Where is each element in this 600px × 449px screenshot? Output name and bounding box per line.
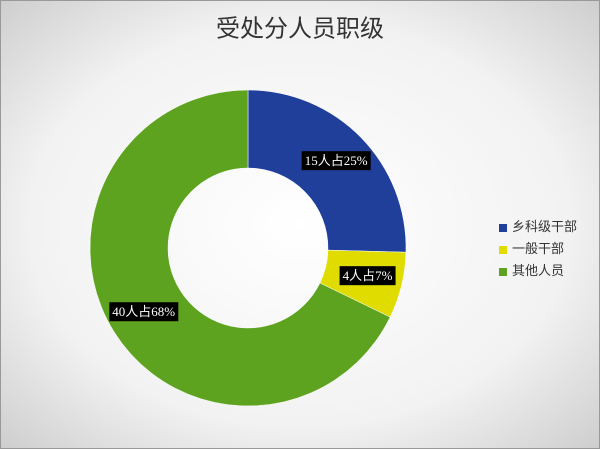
- legend-label: 乡科级干部: [512, 219, 577, 234]
- data-label: 4人占7%: [339, 266, 396, 286]
- legend-label: 其他人员: [512, 263, 564, 278]
- chart-title: 受处分人员职级: [216, 16, 384, 43]
- data-label-text: 4人占7%: [343, 268, 393, 283]
- donut-slice: [89, 89, 391, 407]
- legend-swatch: [499, 224, 507, 232]
- legend-swatch: [499, 246, 507, 254]
- data-label-text: 15人占25%: [305, 153, 368, 168]
- data-label-box: [339, 266, 396, 286]
- data-label: 40人占68%: [109, 302, 179, 322]
- legend-swatch: [499, 268, 507, 276]
- donut-slice: [247, 89, 407, 253]
- data-label-box: [301, 151, 371, 171]
- data-label-box: [109, 302, 179, 322]
- data-label: 15人占25%: [301, 151, 371, 171]
- legend-label: 一般干部: [512, 241, 564, 256]
- data-label-text: 40人占68%: [112, 304, 175, 319]
